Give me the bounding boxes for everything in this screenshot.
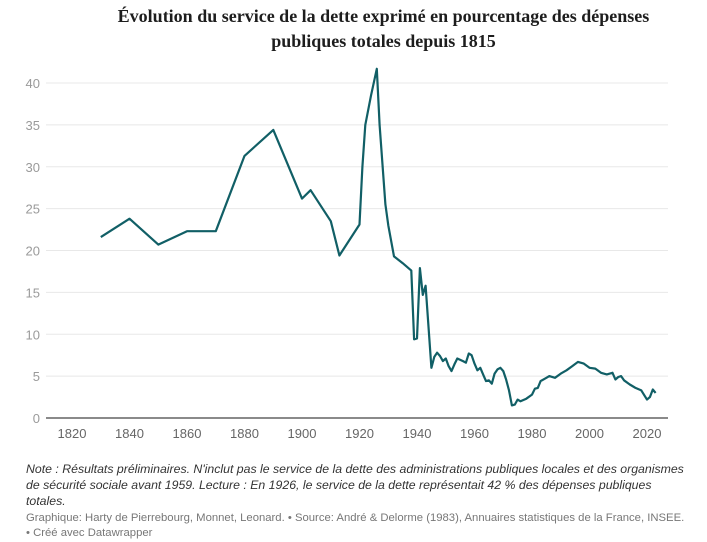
x-tick-label: 1900 <box>288 426 317 441</box>
y-tick-label: 25 <box>26 202 40 217</box>
y-tick-label: 35 <box>26 118 40 133</box>
y-tick-label: 20 <box>26 244 40 259</box>
chart-title-line1: Évolution du service de la dette exprimé… <box>117 6 650 26</box>
x-tick-label: 1820 <box>58 426 87 441</box>
chart-source: Graphique: Harty de Pierrebourg, Monnet,… <box>26 512 685 539</box>
chart-title: Évolution du service de la dette exprimé… <box>0 4 707 54</box>
x-tick-label: 1980 <box>518 426 547 441</box>
x-tick-label: 1920 <box>345 426 374 441</box>
x-tick-label: 1880 <box>230 426 259 441</box>
data-series-line <box>100 67 657 407</box>
chart-title-line2: publiques totales depuis 1815 <box>271 31 496 51</box>
x-tick-label: 2020 <box>633 426 662 441</box>
y-tick-label: 10 <box>26 327 40 342</box>
y-tick-label: 15 <box>26 285 40 300</box>
x-tick-label: 1840 <box>115 426 144 441</box>
x-tick-label: 1860 <box>173 426 202 441</box>
chart-note: Note : Résultats préliminaires. N'inclut… <box>26 462 684 508</box>
y-tick-label: 5 <box>33 369 40 384</box>
y-tick-label: 40 <box>26 76 40 91</box>
x-tick-label: 2000 <box>575 426 604 441</box>
line-chart: 0 5 10 15 20 25 30 35 40 1820 1840 1860 1880 1900 1920… <box>26 67 668 441</box>
y-tick-label: 0 <box>33 411 40 426</box>
x-tick-label: 1960 <box>460 426 489 441</box>
y-tick-label: 30 <box>26 160 40 175</box>
x-tick-label: 1940 <box>403 426 432 441</box>
